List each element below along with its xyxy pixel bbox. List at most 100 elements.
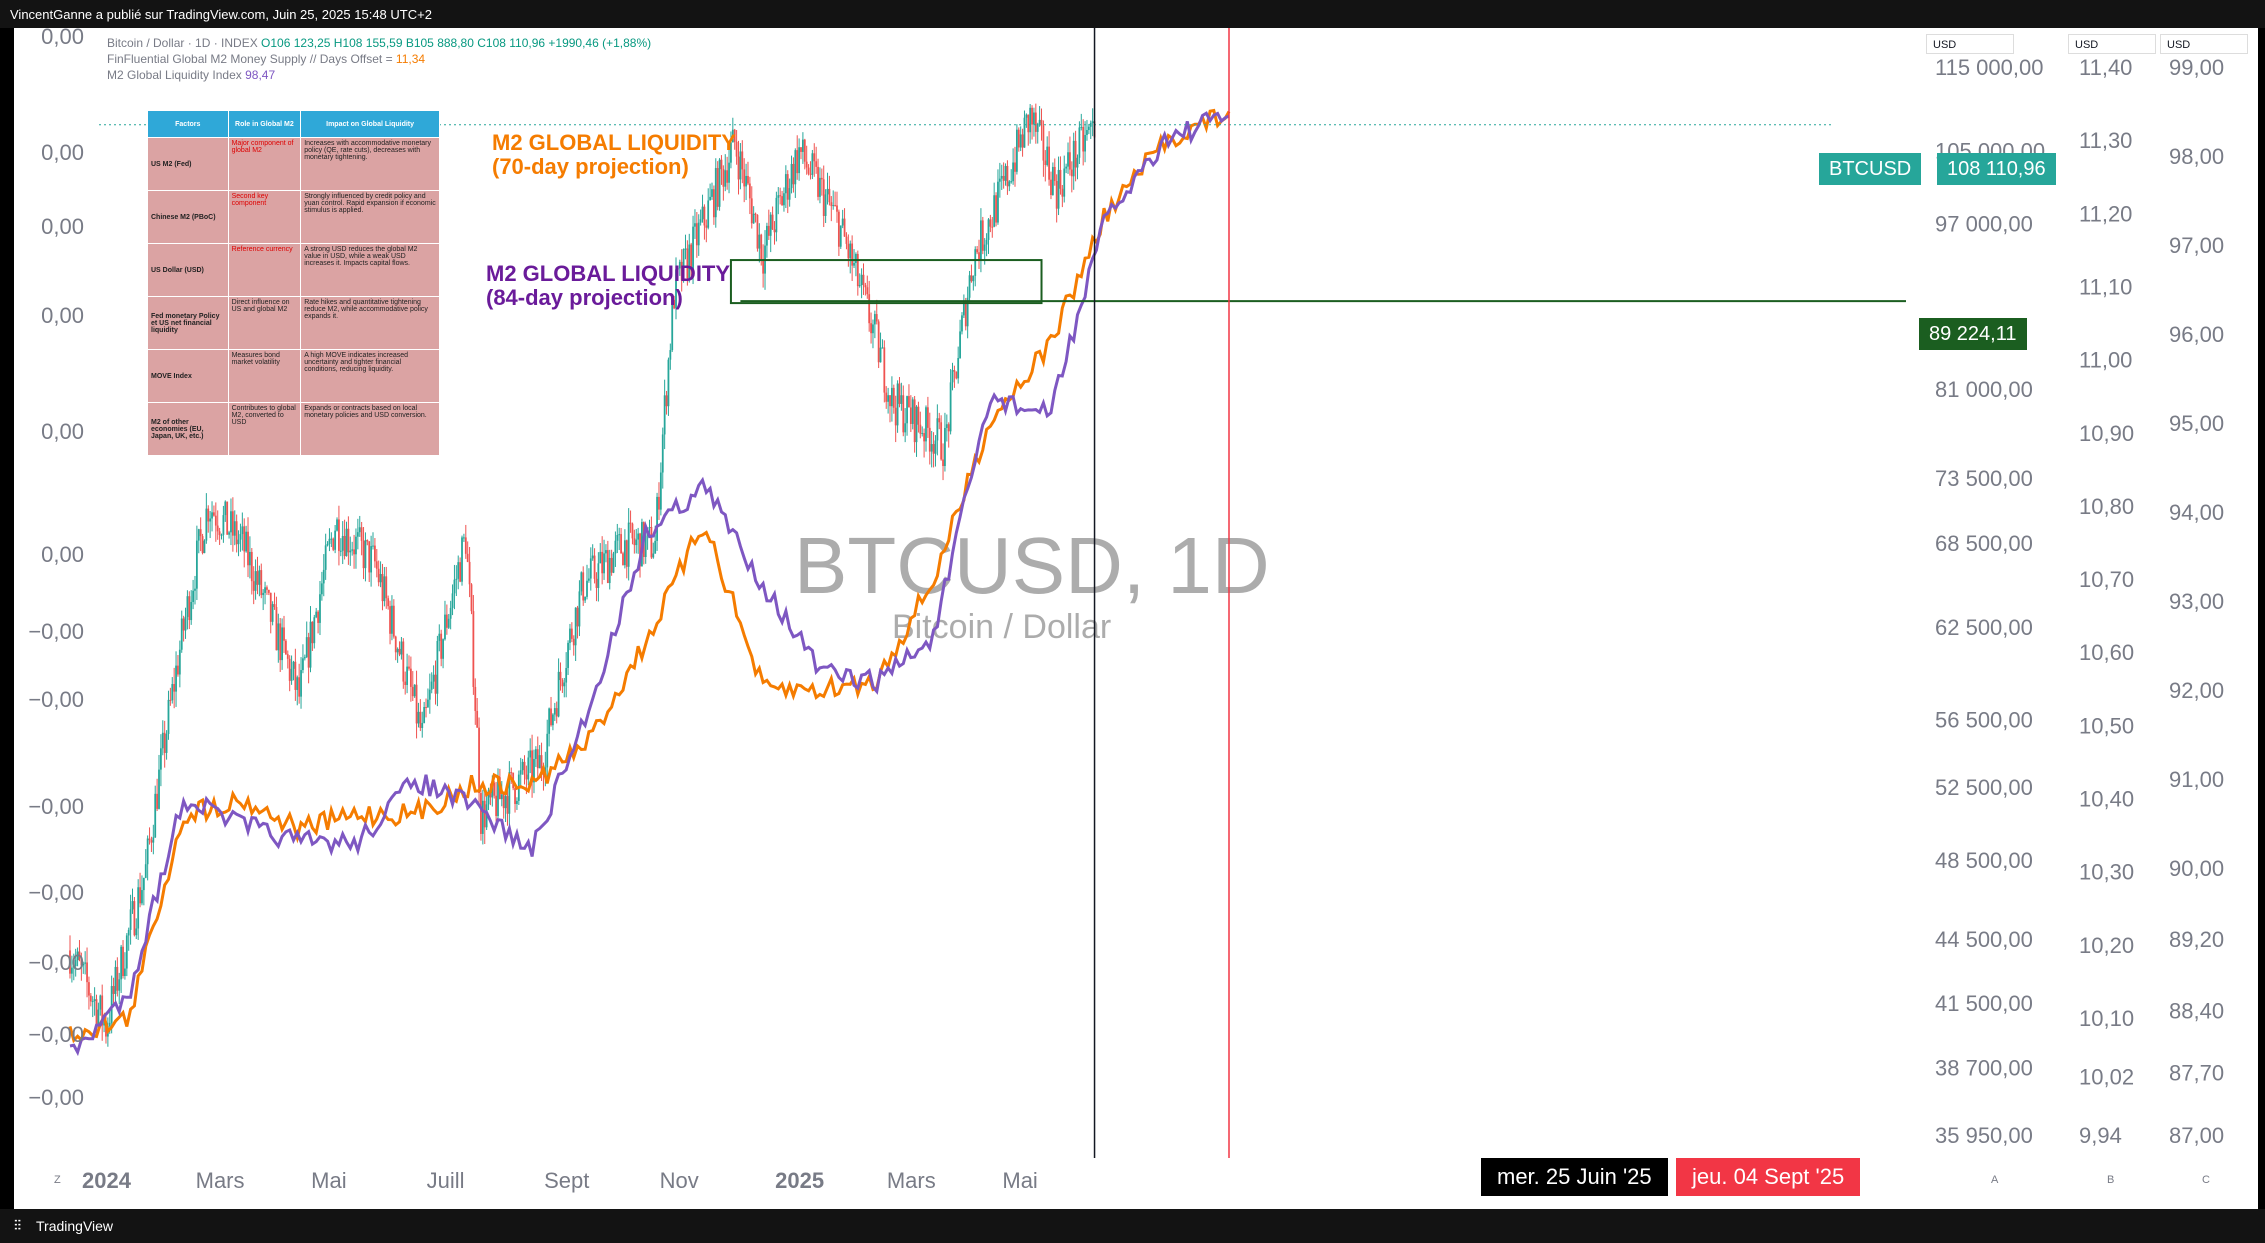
btc-candle [178, 640, 181, 688]
btc-candle [625, 539, 628, 579]
table-header-cell: Impact on Global Liquidity [300, 110, 440, 138]
btc-candle [843, 208, 846, 237]
legend-m2-title: FinFluential Global M2 Money Supply // D… [107, 52, 393, 66]
m2-84day-line [69, 111, 1230, 1057]
left-axis-label: 0,00 [41, 214, 84, 239]
btc-candle [1082, 119, 1085, 166]
btc-candle [218, 527, 221, 545]
price-axis-currency[interactable]: USD [1926, 34, 2014, 54]
btc-candle [680, 249, 683, 292]
btc-candle [908, 384, 910, 408]
liquidity-axis-label: 87,00 [2169, 1123, 2224, 1148]
btc-candle [461, 535, 463, 586]
btc-candle [928, 412, 931, 465]
btc-candle [1069, 136, 1071, 176]
time-axis-label: 2024 [82, 1168, 132, 1193]
btc-candle [428, 673, 431, 714]
btc-candle [881, 339, 884, 349]
btc-candle [375, 548, 378, 578]
table-cell: Expands or contracts based on local mone… [300, 402, 440, 456]
btc-candle [932, 432, 935, 468]
legend-btc-title: Bitcoin / Dollar · 1D · INDEX [107, 36, 258, 50]
btc-candle [258, 565, 261, 597]
btc-candle [762, 244, 765, 288]
legend-liquidity: M2 Global Liquidity Index 98,47 [107, 67, 651, 83]
btc-candle [570, 622, 573, 643]
left-axis-label: −0,00 [28, 1022, 84, 1047]
purple-annotation: M2 GLOBAL LIQUIDITY (84-day projection) [486, 262, 730, 310]
btc-candle [385, 566, 388, 609]
btc-candle [978, 239, 980, 270]
btc-candle [904, 408, 907, 443]
axis-corner-letter[interactable]: A [1991, 1174, 1999, 1186]
btc-candle [493, 781, 496, 799]
axis-corner-letter[interactable]: Z [54, 1174, 61, 1186]
btc-candle [561, 678, 564, 693]
table-cell: Direct influence on US and global M2 [227, 296, 302, 350]
btc-candle [294, 648, 297, 701]
btc-candle [76, 947, 79, 967]
btc-candle [72, 953, 75, 981]
btc-candle [661, 427, 664, 489]
btc-candle [955, 371, 958, 380]
btc-candle [582, 566, 585, 606]
btc-candle [538, 745, 541, 769]
btc-candle [372, 532, 374, 550]
btc-candle [569, 623, 571, 651]
btc-candle [480, 788, 482, 841]
btc-candle [1086, 119, 1088, 141]
btc-candle [402, 638, 405, 689]
btc-candle [273, 592, 276, 610]
btc-candle [139, 872, 141, 908]
btc-candle [856, 250, 859, 296]
btc-candle [942, 443, 944, 481]
btc-candle [959, 319, 961, 359]
btc-candle [419, 699, 422, 732]
btc-candle [1084, 121, 1086, 163]
btc-candle [93, 987, 96, 1016]
left-axis-label: 0,00 [41, 28, 84, 49]
btc-candle [597, 552, 600, 602]
btc-candle [584, 596, 587, 604]
chart-area[interactable]: BTCUSD, 1D Bitcoin / Dollar 115 000,00 105… [14, 28, 2258, 1209]
btc-candle [748, 176, 751, 215]
btc-candle [730, 131, 732, 169]
btc-candle [495, 781, 498, 822]
btc-candle [635, 529, 638, 554]
btc-candle [745, 163, 747, 201]
btc-candle [1091, 108, 1094, 137]
btc-candle [264, 581, 266, 605]
btc-candle [608, 549, 611, 590]
btc-candle [1044, 150, 1047, 182]
btc-candle [534, 746, 537, 767]
axis-corner-letter[interactable]: C [2202, 1174, 2210, 1186]
btc-candle [820, 168, 823, 196]
chart-legend: Bitcoin / Dollar · 1D · INDEX O106 123,2… [107, 35, 651, 83]
btc-candle [981, 216, 984, 255]
btc-candle [923, 428, 925, 458]
btc-candle [987, 218, 990, 254]
liquidity-axis-currency[interactable]: USD [2160, 34, 2248, 54]
btc-candle [415, 670, 418, 739]
btc-candle [707, 188, 710, 230]
btc-candle [938, 412, 941, 430]
btc-candle [718, 158, 721, 211]
table-cell: Strongly influenced by credit policy and… [300, 190, 440, 244]
btc-candle [737, 140, 740, 195]
btc-candle [122, 940, 124, 979]
time-axis-label: Sept [544, 1168, 589, 1193]
m2-axis-currency[interactable]: USD [2068, 34, 2156, 54]
btc-candle [99, 994, 102, 1016]
btc-candle [794, 148, 797, 198]
btc-candle [531, 734, 533, 798]
liquidity-axis-label: 93,00 [2169, 589, 2224, 614]
m2-axis-label: 11,00 [2079, 348, 2132, 373]
btc-candle [784, 165, 787, 209]
btc-candle [317, 610, 319, 634]
axis-corner-letter[interactable]: B [2107, 1174, 2114, 1186]
support-zone-box[interactable] [729, 259, 1043, 305]
table-row: Chinese M2 (PBoC) Second key component Str… [147, 190, 440, 244]
projection-date-label: jeu. 04 Sept '25 [1676, 1158, 1861, 1196]
btc-candle [1070, 161, 1073, 193]
